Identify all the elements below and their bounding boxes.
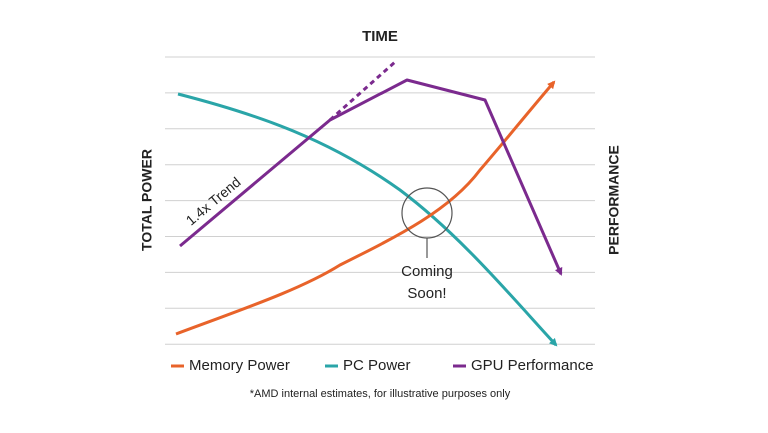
- callout-text: Soon!: [407, 285, 446, 302]
- memory-power-curve: [175, 80, 556, 336]
- pc-power-curve: [177, 92, 558, 347]
- legend-label: PC Power: [343, 357, 411, 374]
- footnote: *AMD internal estimates, for illustrativ…: [250, 388, 511, 400]
- chart-title: TIME: [362, 28, 398, 45]
- y2-axis-label: PERFORMANCE: [606, 145, 622, 255]
- legend-label: GPU Performance: [471, 357, 594, 374]
- callout-text: Coming: [401, 263, 453, 280]
- y-axis-label: TOTAL POWER: [139, 149, 155, 251]
- trend-extension: [329, 60, 396, 122]
- legend-label: Memory Power: [189, 357, 290, 374]
- legend: Memory Power PC Power GPU Performance: [171, 357, 594, 374]
- gpu-performance-curve: [179, 78, 563, 276]
- grid: [165, 56, 595, 345]
